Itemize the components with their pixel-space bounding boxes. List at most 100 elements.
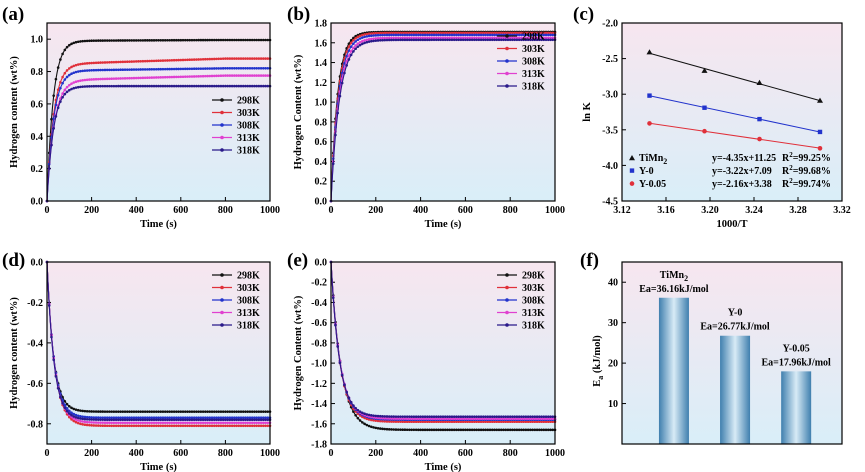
y-axis-label: Hydrogen Content (wt%) (293, 54, 304, 169)
data-point (452, 36, 456, 40)
data-point (482, 31, 485, 35)
data-point (383, 38, 387, 42)
data-point (72, 419, 76, 423)
data-point (186, 418, 189, 422)
data-point (54, 375, 58, 378)
data-point (112, 416, 116, 419)
data-point (181, 75, 185, 79)
data-point (235, 67, 238, 70)
data-point (217, 57, 221, 61)
data-point (192, 421, 196, 425)
data-point (212, 57, 216, 61)
x-axis-label: Time (s) (425, 462, 462, 472)
x-axis-label: 1000/T (717, 219, 748, 230)
data-point (477, 428, 481, 432)
data-point (79, 417, 82, 420)
data-point (201, 418, 205, 422)
data-point (455, 33, 458, 37)
data-point (81, 78, 84, 82)
data-point (457, 38, 460, 42)
x-tick-label: 0 (329, 448, 334, 459)
data-point (94, 424, 98, 427)
data-point (378, 36, 382, 40)
data-point (161, 59, 165, 62)
data-point (542, 33, 546, 37)
data-point (244, 38, 247, 42)
x-tick-label: 3.24 (745, 205, 763, 216)
data-point (524, 31, 528, 35)
data-point (208, 67, 212, 70)
data-point (96, 39, 100, 42)
data-point (443, 428, 447, 432)
data-point (208, 84, 212, 88)
data-point (448, 33, 452, 37)
data-point (439, 415, 443, 418)
data-point (266, 418, 270, 422)
data-point (493, 31, 496, 35)
data-point (90, 424, 93, 427)
data-point (517, 33, 521, 37)
data-point (159, 416, 163, 420)
data-point (376, 37, 380, 40)
data-point (349, 41, 353, 45)
data-point (72, 86, 76, 90)
data-point (345, 54, 348, 58)
data-point (511, 36, 514, 40)
data-point (504, 420, 508, 424)
data-point (76, 408, 80, 412)
data-point (101, 61, 105, 64)
data-point (473, 420, 476, 424)
data-point (508, 415, 512, 419)
data-point (473, 33, 476, 37)
data-point (470, 38, 474, 42)
data-point (423, 417, 427, 421)
data-point (201, 38, 205, 42)
legend-marker (220, 298, 224, 302)
data-point (188, 58, 192, 62)
data-point (520, 420, 523, 424)
data-point (56, 386, 60, 390)
plot-background (331, 23, 555, 201)
data-point (92, 416, 96, 419)
data-point (59, 86, 62, 90)
data-point (513, 38, 516, 42)
data-point (70, 82, 73, 85)
x-tick-label: 3.32 (833, 205, 851, 216)
data-point (439, 428, 443, 432)
data-point (85, 417, 89, 421)
data-point (121, 68, 125, 72)
data-point (495, 420, 499, 424)
data-point (419, 31, 422, 35)
data-point (517, 36, 521, 40)
data-point (450, 31, 454, 35)
data-point (224, 57, 227, 60)
data-point (221, 84, 225, 88)
data-point (239, 57, 243, 60)
data-point (139, 76, 142, 80)
data-point (110, 424, 113, 428)
data-point (479, 36, 483, 40)
data-point (343, 62, 346, 65)
data-point (352, 404, 355, 407)
data-point (123, 421, 127, 425)
legend-marker (505, 323, 509, 327)
data-point (152, 67, 156, 71)
data-point (132, 424, 136, 428)
data-point (488, 36, 492, 40)
data-point (132, 60, 136, 63)
data-point (450, 417, 454, 421)
data-point (99, 410, 102, 413)
data-point (513, 428, 516, 432)
data-point (154, 76, 158, 79)
data-point (376, 39, 380, 42)
data-point (175, 38, 178, 42)
data-point (367, 34, 371, 38)
data-point (85, 415, 89, 419)
data-point (352, 410, 355, 413)
data-point (414, 31, 418, 35)
data-point (119, 39, 122, 42)
data-point (414, 415, 418, 418)
data-point (172, 75, 176, 79)
data-point (114, 418, 118, 422)
plot-frame (330, 261, 556, 445)
